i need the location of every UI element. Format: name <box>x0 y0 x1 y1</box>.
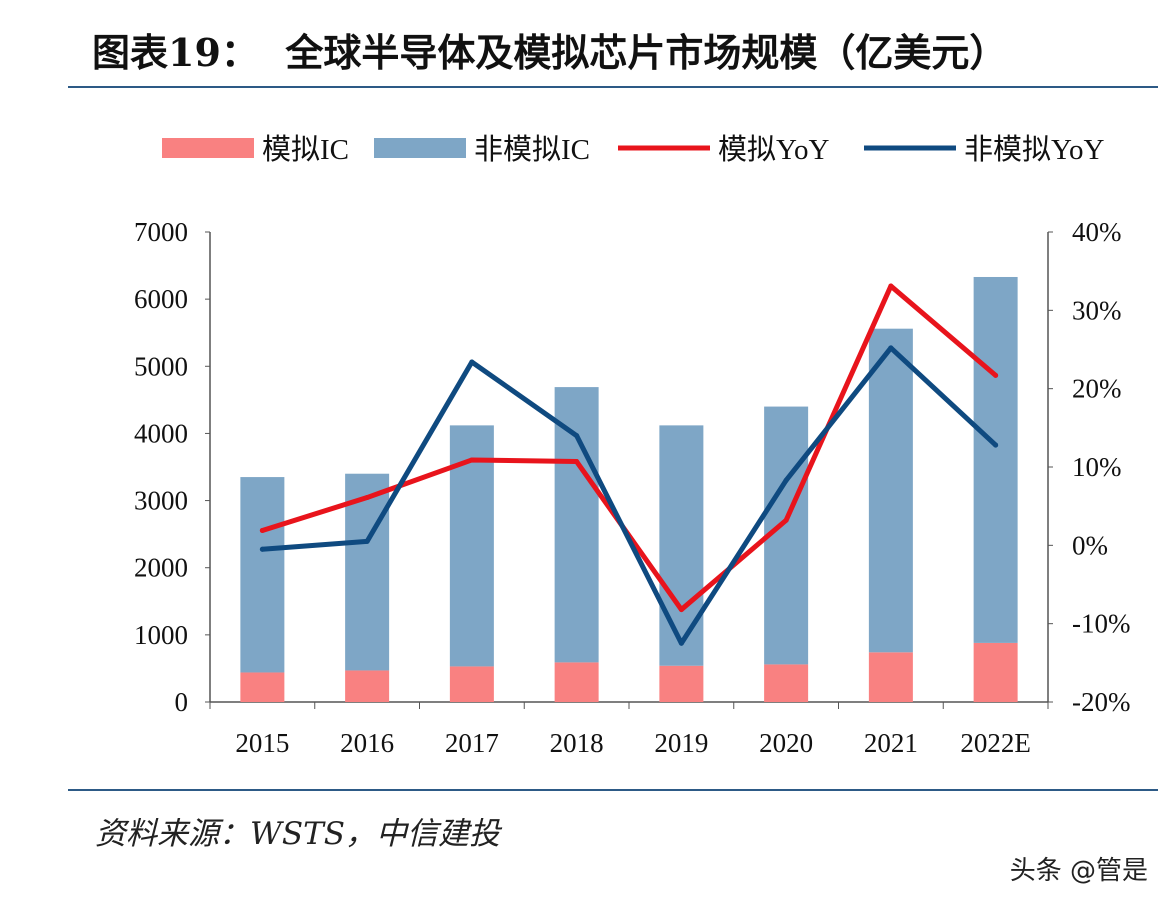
bar-analog <box>240 672 285 702</box>
x-tick-label: 2019 <box>654 728 708 758</box>
left-tick-label: 4000 <box>134 418 188 448</box>
line-point <box>259 546 265 552</box>
line-point <box>574 459 580 465</box>
left-tick-label: 1000 <box>134 620 188 650</box>
bar-non-analog <box>345 473 390 671</box>
left-tick-label: 5000 <box>134 351 188 381</box>
bar-analog <box>973 642 1018 702</box>
line-non-analog-yoy <box>259 345 999 646</box>
x-tick-label: 2018 <box>550 728 604 758</box>
bar-analog <box>659 665 704 702</box>
line-point <box>993 372 999 378</box>
x-tick-label: 2021 <box>864 728 918 758</box>
legend-label: 模拟IC <box>262 133 349 166</box>
title-divider <box>68 86 1158 88</box>
bar-analog <box>345 670 390 702</box>
line-point <box>678 607 684 613</box>
right-tick-label: 40% <box>1072 217 1122 247</box>
right-tick-label: -20% <box>1072 687 1130 717</box>
chart: 0 1000 2000 3000 4000 5000 6000 7000 -20% -10% 0% 1… <box>134 133 1130 758</box>
line-point <box>888 283 894 289</box>
line-point <box>783 517 789 523</box>
left-tick-label: 6000 <box>134 284 188 314</box>
legend-label: 非模拟YoY <box>964 133 1105 166</box>
line-point <box>888 345 894 351</box>
left-tick-label: 0 <box>175 687 189 717</box>
line-point <box>364 495 370 501</box>
bar-non-analog <box>240 477 285 673</box>
watermark: 头条 @管是 <box>1009 856 1148 886</box>
line-point <box>364 538 370 544</box>
bar-non-analog <box>973 276 1018 643</box>
right-tick-label: 0% <box>1072 530 1108 560</box>
line-point <box>469 457 475 463</box>
right-tick-label: 20% <box>1072 374 1122 404</box>
left-tick-label: 2000 <box>134 553 188 583</box>
x-tick-label: 2022E <box>960 728 1031 758</box>
legend-label: 非模拟IC <box>474 133 590 166</box>
left-tick-label: 3000 <box>134 486 188 516</box>
right-tick-label: -10% <box>1072 609 1130 639</box>
bar-analog <box>868 652 913 702</box>
line-point <box>574 433 580 439</box>
line-point <box>783 477 789 483</box>
x-tick-label: 2020 <box>759 728 813 758</box>
x-tick-label: 2017 <box>445 728 499 758</box>
bar-non-analog <box>659 425 704 666</box>
bar-non-analog <box>554 387 599 663</box>
bar-non-analog <box>868 328 913 653</box>
left-tick-label: 7000 <box>134 217 188 247</box>
legend-swatch <box>162 138 254 158</box>
line-point <box>678 640 684 646</box>
x-tick-label: 2016 <box>340 728 394 758</box>
legend-label: 模拟YoY <box>718 133 830 166</box>
bar-analog <box>764 664 809 702</box>
right-tick-label: 30% <box>1072 295 1122 325</box>
right-tick-label: 10% <box>1072 452 1122 482</box>
line-point <box>259 527 265 533</box>
source-note: 资料来源：WSTS，中信建投 <box>95 816 501 852</box>
source-divider <box>68 789 1158 791</box>
x-tick-label: 2015 <box>235 728 289 758</box>
line-point <box>993 442 999 448</box>
line-point <box>469 359 475 365</box>
chart-title: 图表19： 全球半导体及模拟芯片市场规模（亿美元） <box>92 30 1008 75</box>
bar-analog <box>554 662 599 702</box>
bar-analog <box>449 666 494 702</box>
legend-swatch <box>374 138 466 158</box>
